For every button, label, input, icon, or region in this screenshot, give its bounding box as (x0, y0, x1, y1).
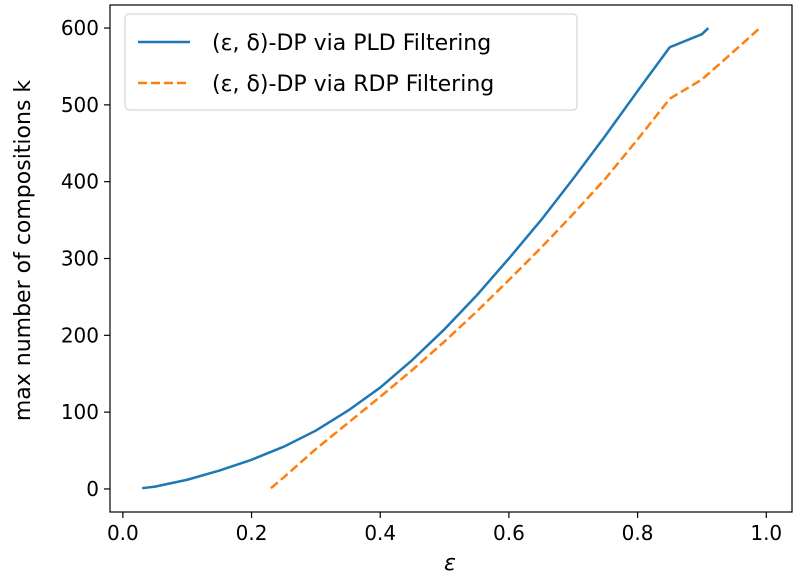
x-tick-label: 0.6 (493, 521, 525, 545)
y-tick-label: 500 (61, 93, 99, 117)
x-tick-label: 1.0 (750, 521, 782, 545)
y-tick-label: 300 (61, 247, 99, 271)
x-axis-title: ε (444, 551, 456, 575)
y-tick-label: 100 (61, 400, 99, 424)
y-tick-label: 0 (86, 477, 99, 501)
y-tick-label: 600 (61, 16, 99, 40)
x-tick-label: 0.8 (622, 521, 654, 545)
y-tick-label: 400 (61, 170, 99, 194)
legend-label-1: (ε, δ)-DP via PLD Filtering (212, 31, 491, 56)
y-tick-label: 200 (61, 323, 99, 347)
legend-label-2: (ε, δ)-DP via RDP Filtering (212, 72, 494, 97)
x-tick-label: 0.0 (107, 521, 139, 545)
legend: (ε, δ)-DP via PLD Filtering (ε, δ)-DP via… (125, 14, 577, 110)
x-tick-label: 0.4 (364, 521, 396, 545)
y-axis-title: max number of compositions k (11, 80, 36, 422)
x-tick-label: 0.2 (236, 521, 268, 545)
